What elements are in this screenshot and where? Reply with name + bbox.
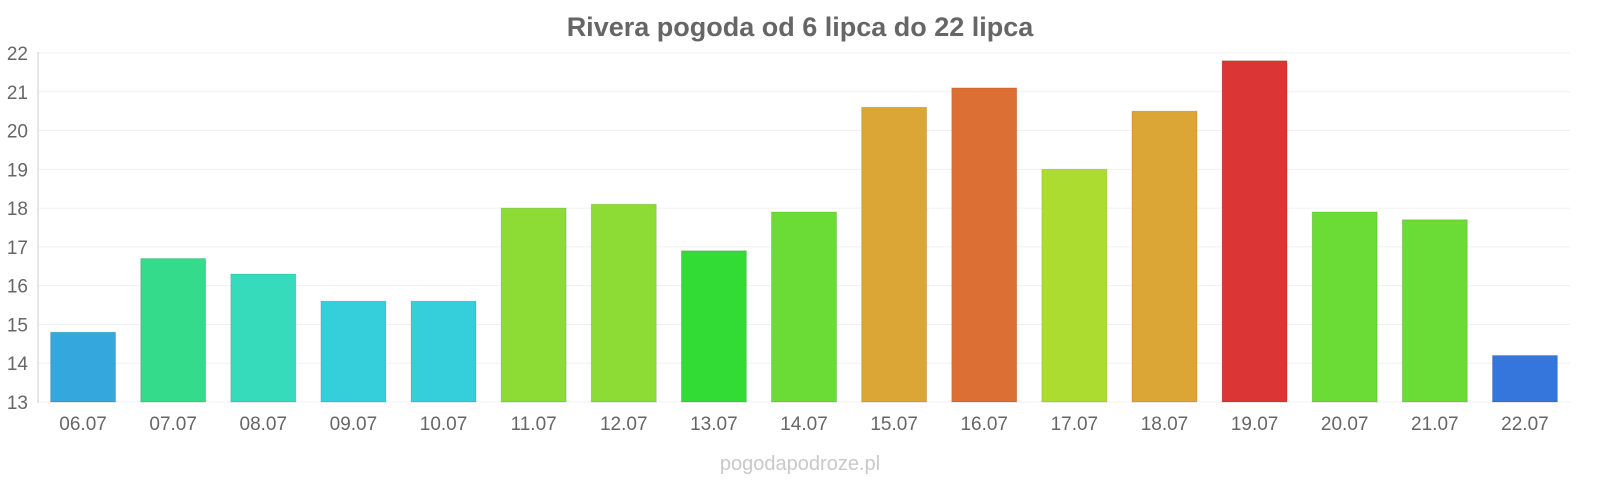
x-tick-label: 14.07 [780,414,828,435]
x-tick-label: 13.07 [690,414,738,435]
x-axis-ticks: 06.07 07.07 08.07 09.07 10.07 11.07 12.07 13.07… [59,414,1548,435]
y-tick-label: 18 [7,199,28,220]
bar-19-07[interactable] [1221,60,1288,403]
y-tick-label: 15 [7,315,28,336]
x-tick-label: 09.07 [330,414,378,435]
y-tick-label: 17 [7,238,28,259]
x-tick-label: 08.07 [240,414,288,435]
x-tick-label: 21.07 [1411,414,1459,435]
chart-title: Rivera pogoda od 6 lipca do 22 lipca [567,12,1035,42]
y-tick-label: 21 [7,83,28,104]
x-tick-label: 18.07 [1141,414,1189,435]
bar-15-07[interactable] [861,106,928,403]
bar-18-07[interactable] [1131,110,1198,403]
watermark: pogodapodroze.pl [720,453,880,475]
y-tick-label: 13 [7,393,28,414]
bar-06-07[interactable] [50,331,117,403]
x-tick-label: 11.07 [511,414,557,435]
bar-07-07[interactable] [140,258,207,403]
bar-16-07[interactable] [951,87,1018,403]
bar-14-07[interactable] [771,211,837,403]
bar-17-07[interactable] [1041,168,1108,403]
bar-09-07[interactable] [320,300,387,403]
x-tick-label: 19.07 [1231,414,1279,435]
y-axis-ticks: 13 14 15 16 17 18 19 20 21 22 [7,44,29,414]
y-tick-label: 14 [7,354,29,375]
bar-11-07[interactable] [500,207,567,403]
y-tick-label: 16 [7,277,28,298]
bar-21-07[interactable] [1401,219,1468,403]
bar-13-07[interactable] [680,250,747,403]
bar-20-07[interactable] [1311,211,1378,403]
x-tick-label: 15.07 [870,414,918,435]
x-tick-label: 17.07 [1051,414,1099,435]
y-tick-label: 22 [7,44,28,65]
x-tick-label: 20.07 [1321,414,1369,435]
x-tick-label: 16.07 [960,414,1008,435]
y-tick-label: 20 [7,122,28,143]
bars [50,60,1558,403]
bar-10-07[interactable] [410,300,477,403]
x-tick-label: 07.07 [149,414,197,435]
y-tick-label: 19 [7,160,28,181]
x-tick-label: 10.07 [420,414,468,435]
x-tick-label: 12.07 [600,414,648,435]
bar-08-07[interactable] [230,273,297,403]
x-tick-label: 22.07 [1501,414,1549,435]
bar-12-07[interactable] [590,203,657,403]
x-tick-label: 06.07 [59,414,107,435]
bar-22-07[interactable] [1491,354,1558,403]
